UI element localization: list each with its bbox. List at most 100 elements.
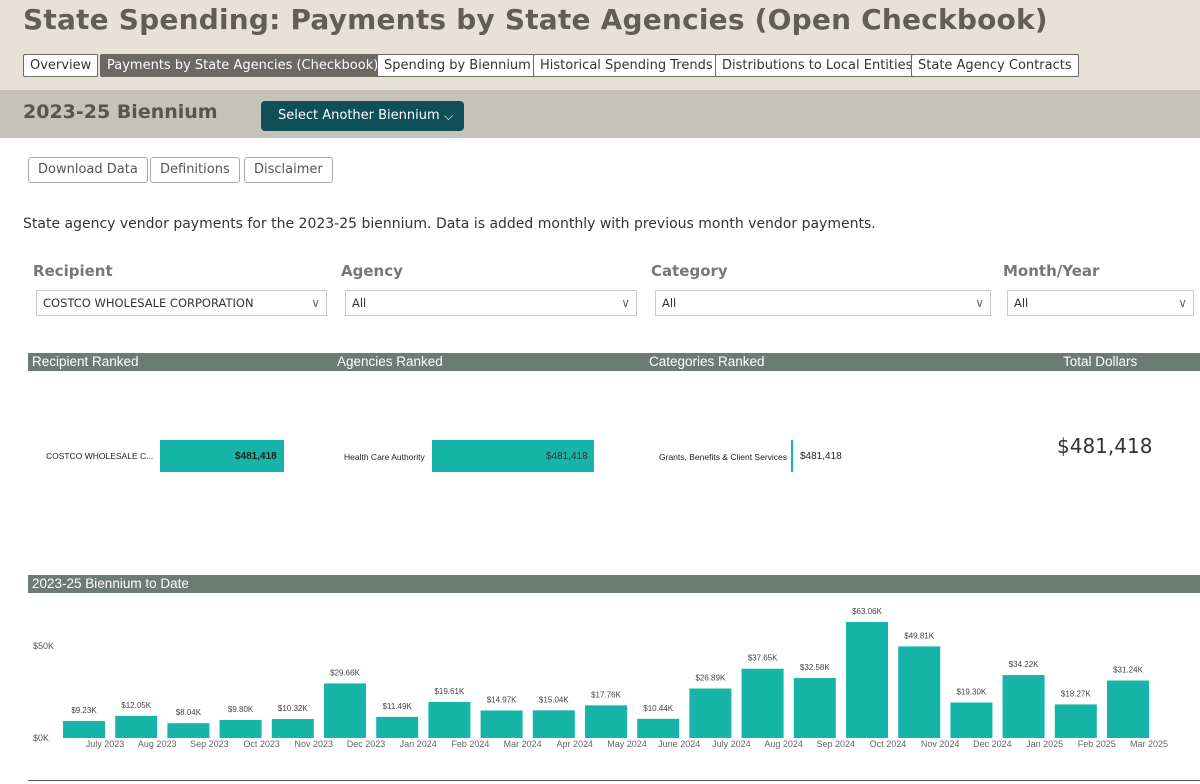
bar-data-label: $11.49K	[383, 702, 413, 711]
x-tick-label: Mar 2025	[1130, 739, 1168, 749]
tab-state-agency-contracts[interactable]: State Agency Contracts	[911, 54, 1079, 77]
x-tick-label: July 2024	[712, 739, 751, 749]
agency-ranked-bar[interactable]	[432, 440, 594, 472]
total-dollars-value: $481,418	[1057, 434, 1153, 458]
category-filter-label: Category	[651, 262, 728, 280]
biennium-bar: 2023-25 Biennium Select Another Biennium…	[0, 90, 1200, 138]
tab-overview[interactable]: Overview	[23, 54, 99, 77]
agency-dropdown[interactable]: All ∨	[345, 290, 637, 316]
x-tick-label: Nov 2023	[295, 739, 334, 749]
select-biennium-label: Select Another Biennium	[278, 108, 440, 123]
x-tick-label: Sep 2024	[817, 739, 856, 749]
category-dropdown[interactable]: All ∨	[655, 290, 991, 316]
chart-bar[interactable]	[585, 705, 627, 738]
chart-header-title: 2023-25 Biennium to Date	[32, 576, 189, 591]
category-ranked-label: Grants, Benefits & Client Services	[659, 452, 788, 462]
bar-data-label: $9.80K	[228, 705, 254, 714]
x-tick-label: Feb 2024	[451, 739, 489, 749]
recipient-ranked-label: COSTCO WHOLESALE C...	[46, 451, 154, 461]
x-tick-label: Sep 2023	[190, 739, 229, 749]
bar-data-label: $29.66K	[330, 668, 360, 677]
chart-bar[interactable]	[219, 719, 262, 738]
monthyear-dropdown[interactable]: All ∨	[1007, 290, 1194, 316]
chart-bar[interactable]	[1107, 680, 1149, 738]
x-tick-label: Mar 2024	[504, 739, 542, 749]
chevron-down-icon: ∨	[621, 296, 630, 310]
select-biennium-button[interactable]: Select Another Biennium ⌵	[261, 101, 464, 131]
monthyear-filter-label: Month/Year	[1003, 262, 1100, 280]
x-tick-label: Jan 2024	[400, 739, 437, 749]
biennium-bar-chart: $0K $50K $9.23K July 2023 $12.05K Aug 2023 $8.…	[33, 607, 1168, 749]
total-dollars-header: Total Dollars	[1063, 354, 1138, 369]
x-tick-label: Nov 2024	[921, 739, 960, 749]
page-description: State agency vendor payments for the 202…	[23, 216, 876, 232]
chart-bar[interactable]	[793, 678, 836, 738]
x-tick-label: Dec 2024	[973, 739, 1012, 749]
agency-filter-label: Agency	[341, 262, 403, 280]
chart-bar[interactable]	[167, 723, 210, 738]
chevron-down-icon: ∨	[1178, 296, 1187, 310]
category-ranked-value: $481,418	[800, 451, 842, 462]
x-tick-label: Feb 2025	[1078, 739, 1116, 749]
bar-data-label: $14.97K	[487, 695, 517, 704]
bar-data-label: $26.89K	[695, 674, 725, 683]
bar-data-label: $32.58K	[800, 663, 830, 672]
chart-bar[interactable]	[689, 688, 732, 738]
chart-bar[interactable]	[846, 622, 888, 738]
recipient-ranked-header: Recipient Ranked	[32, 354, 139, 369]
bar-data-label: $49.81K	[904, 631, 934, 640]
x-tick-label: July 2023	[86, 739, 125, 749]
agency-ranked-value: $481,418	[546, 451, 588, 462]
chart-bar[interactable]	[950, 702, 993, 738]
tab-spending-by-biennium[interactable]: Spending by Biennium	[377, 54, 538, 77]
category-ranked-bar[interactable]	[791, 440, 793, 472]
ranked-header-bar: Recipient Ranked Agencies Ranked Categor…	[28, 353, 1200, 371]
chart-bar[interactable]	[741, 668, 784, 738]
chart-bar[interactable]	[480, 710, 523, 738]
bar-data-label: $31.24K	[1113, 666, 1143, 675]
tab-historical-spending-trends[interactable]: Historical Spending Trends	[533, 54, 720, 77]
download-data-button[interactable]: Download Data	[28, 157, 148, 183]
page-header: State Spending: Payments by State Agenci…	[0, 0, 1200, 90]
bar-data-label: $10.44K	[643, 704, 673, 713]
chevron-down-icon: ∨	[975, 296, 984, 310]
chevron-down-icon: ∨	[311, 296, 320, 310]
chart-bar[interactable]	[428, 701, 471, 738]
chart-bar[interactable]	[271, 719, 314, 738]
recipient-ranked-value: $481,418	[235, 451, 277, 462]
disclaimer-button[interactable]: Disclaimer	[244, 157, 333, 183]
tab-payments-by-state-agencies[interactable]: Payments by State Agencies (Checkbook)	[100, 54, 386, 77]
recipient-ranked-bar[interactable]	[160, 440, 284, 472]
recipient-dropdown-value: COSTCO WHOLESALE CORPORATION	[43, 296, 254, 310]
page-title: State Spending: Payments by State Agenci…	[23, 3, 1048, 36]
chart-bar[interactable]	[637, 718, 680, 738]
chart-bar[interactable]	[115, 715, 158, 738]
bar-data-label: $8.04K	[176, 708, 202, 717]
y-tick-label: $50K	[33, 641, 54, 651]
bar-data-label: $19.30K	[956, 687, 986, 696]
x-tick-label: Dec 2023	[347, 739, 386, 749]
definitions-button[interactable]: Definitions	[150, 157, 240, 183]
chart-bar[interactable]	[63, 721, 105, 738]
recipient-dropdown[interactable]: COSTCO WHOLESALE CORPORATION ∨	[36, 290, 327, 316]
chart-bar[interactable]	[898, 646, 941, 738]
chart-bar[interactable]	[324, 683, 366, 738]
x-tick-label: Oct 2024	[870, 739, 907, 749]
bar-data-label: $63.06K	[852, 607, 882, 616]
x-tick-label: Oct 2023	[243, 739, 280, 749]
bottom-divider	[28, 780, 1200, 781]
chart-bar[interactable]	[376, 716, 419, 738]
chart-bar[interactable]	[532, 710, 575, 738]
category-dropdown-value: All	[662, 296, 677, 310]
x-tick-label: Aug 2023	[138, 739, 177, 749]
agency-ranked-label: Health Care Authority	[344, 452, 425, 462]
bar-data-label: $15.04K	[539, 695, 569, 704]
bar-data-label: $18.27K	[1061, 689, 1091, 698]
x-tick-label: Apr 2024	[557, 739, 594, 749]
bar-data-label: $19.61K	[434, 687, 464, 696]
biennium-title: 2023-25 Biennium	[23, 101, 218, 123]
chart-bar[interactable]	[1054, 704, 1097, 738]
chart-bar[interactable]	[1002, 675, 1045, 738]
tab-distributions-to-local-entities[interactable]: Distributions to Local Entities	[715, 54, 920, 77]
x-tick-label: June 2024	[658, 739, 700, 749]
